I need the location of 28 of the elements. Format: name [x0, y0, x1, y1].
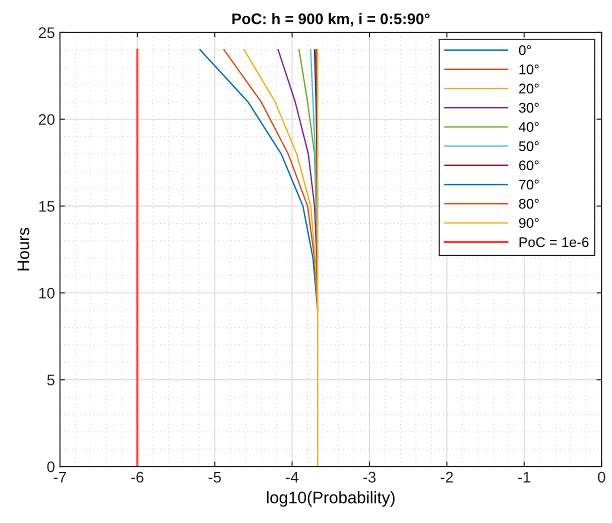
x-tick-label: -6: [131, 472, 144, 483]
legend-label: PoC = 1e-6: [520, 237, 588, 248]
x-tick-label: -4: [286, 472, 298, 482]
legend-label: 70°: [519, 180, 539, 190]
y-tick-label: 15: [39, 201, 54, 212]
legend-label: 90°: [519, 218, 539, 228]
x-tick-label: -1: [518, 472, 530, 482]
y-tick-label: 10: [39, 288, 55, 299]
legend-label: 60°: [519, 160, 539, 170]
x-tick-label: -7: [54, 472, 66, 482]
x-tick-label: 0: [598, 472, 606, 483]
legend-label: 20°: [519, 84, 539, 94]
legend-label: 50°: [519, 141, 539, 152]
legend-label: 10°: [520, 64, 539, 74]
x-axis-title: log10(Probability): [267, 491, 395, 507]
y-tick-label: 5: [47, 374, 54, 386]
chart-title: PoC: h = 900 km, i = 0:5:90°: [232, 13, 430, 26]
legend-label: 40°: [518, 122, 539, 132]
legend-label: 30°: [518, 102, 539, 113]
x-tick-label: -3: [363, 472, 376, 483]
x-tick-label: -5: [208, 472, 221, 483]
legend-label: 0°: [518, 45, 531, 56]
y-tick-label: 25: [38, 27, 54, 38]
y-tick-label: 0: [47, 461, 55, 472]
y-axis-title: Hours: [18, 228, 30, 270]
legend-label: 80°: [519, 198, 539, 209]
x-tick-label: -2: [440, 472, 453, 482]
y-tick-label: 20: [38, 114, 55, 125]
